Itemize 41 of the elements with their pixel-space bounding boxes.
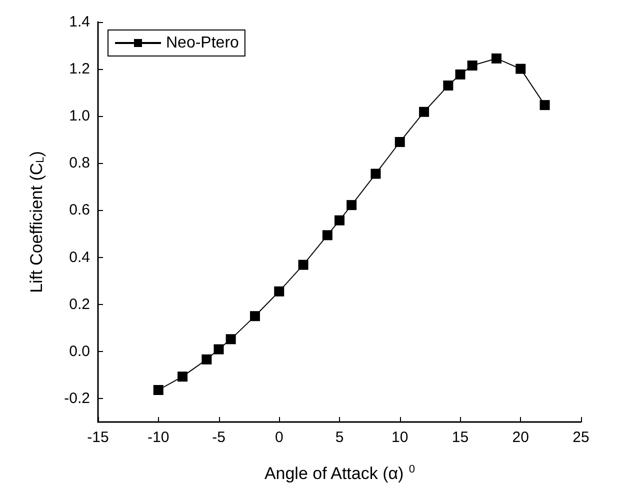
x-tick-label: 15 <box>452 429 469 446</box>
point <box>540 100 550 110</box>
y-tick-label: 1.4 <box>69 14 90 30</box>
y-tick-label: -0.2 <box>64 390 90 407</box>
point <box>491 53 502 64</box>
point <box>455 69 466 80</box>
point <box>153 385 164 395</box>
x-tick-label: 20 <box>512 429 529 446</box>
x-tick-label: 0 <box>274 429 284 446</box>
point <box>298 260 308 270</box>
legend-label: Neo-Ptero <box>166 34 240 52</box>
y-tick-label: 0.4 <box>69 248 90 266</box>
point <box>516 64 526 74</box>
y-tick-label: 0.8 <box>69 154 90 172</box>
point <box>274 286 284 296</box>
y-tick-label: 0.2 <box>69 296 90 313</box>
y-tick-label: 0.0 <box>69 342 90 360</box>
x-tick-label: 10 <box>392 429 408 446</box>
point <box>394 137 405 147</box>
y-tick-label: 1.0 <box>69 108 90 125</box>
point <box>322 230 332 240</box>
x-tick-label: -5 <box>212 429 226 446</box>
point <box>467 60 478 71</box>
point <box>178 372 188 382</box>
y-axis-title: Lift Coefficient (CL) <box>27 151 46 293</box>
point <box>370 168 381 179</box>
point <box>226 334 236 344</box>
point <box>202 354 212 364</box>
point <box>334 215 344 226</box>
x-tick-label: 5 <box>335 429 344 446</box>
x-tick-label: -10 <box>148 429 170 446</box>
point <box>346 200 357 210</box>
x-tick-label: 25 <box>572 429 590 446</box>
point <box>419 106 430 117</box>
point <box>250 311 260 322</box>
y-tick-label: 0.6 <box>69 202 90 219</box>
x-tick-label: -15 <box>87 429 109 446</box>
y-tick-label: 1.2 <box>69 60 90 78</box>
point <box>214 344 224 354</box>
x-axis-title: Angle of Attack (α) 0 <box>264 464 416 483</box>
point <box>443 80 454 91</box>
